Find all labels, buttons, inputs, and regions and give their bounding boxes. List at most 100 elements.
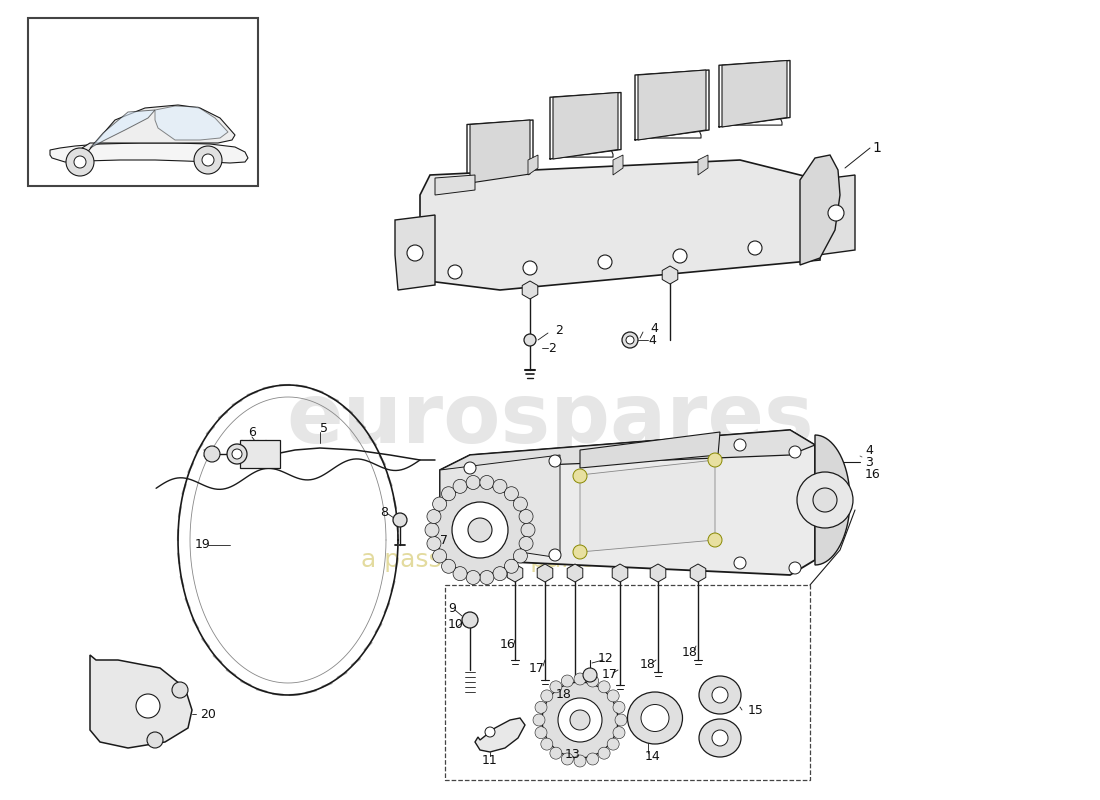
Circle shape [574, 673, 586, 685]
Circle shape [514, 497, 527, 511]
Circle shape [407, 245, 424, 261]
Circle shape [227, 444, 248, 464]
Circle shape [453, 479, 468, 494]
Text: 1: 1 [872, 141, 881, 155]
Circle shape [464, 542, 476, 554]
Circle shape [493, 566, 507, 581]
Text: eurospares: eurospares [286, 379, 814, 461]
Circle shape [798, 472, 852, 528]
Circle shape [550, 747, 562, 759]
Text: 7: 7 [440, 534, 448, 546]
Bar [28, 18, 258, 186]
Circle shape [448, 265, 462, 279]
Ellipse shape [698, 676, 741, 714]
Text: 20: 20 [200, 707, 216, 721]
Circle shape [712, 730, 728, 746]
Polygon shape [90, 110, 155, 148]
Circle shape [586, 753, 598, 765]
Circle shape [708, 533, 722, 547]
Circle shape [519, 537, 534, 550]
Circle shape [615, 714, 627, 726]
Circle shape [561, 675, 573, 687]
Circle shape [534, 714, 544, 726]
Circle shape [232, 449, 242, 459]
Circle shape [708, 453, 722, 467]
Circle shape [172, 682, 188, 698]
Text: 4: 4 [648, 334, 656, 346]
Circle shape [505, 559, 518, 574]
Circle shape [574, 755, 586, 767]
Circle shape [427, 510, 441, 523]
Circle shape [613, 726, 625, 738]
Text: 13: 13 [565, 749, 581, 762]
Text: 17: 17 [602, 669, 618, 682]
Circle shape [522, 261, 537, 275]
Circle shape [598, 681, 611, 693]
Circle shape [493, 479, 507, 494]
Circle shape [453, 566, 468, 581]
Circle shape [480, 570, 494, 585]
Text: 16: 16 [500, 638, 516, 651]
Circle shape [542, 682, 618, 758]
Circle shape [734, 557, 746, 569]
Circle shape [485, 727, 495, 737]
Polygon shape [395, 215, 434, 290]
Circle shape [452, 502, 508, 558]
Text: 9: 9 [448, 602, 455, 614]
Polygon shape [420, 160, 820, 290]
Circle shape [573, 545, 587, 559]
Text: 2: 2 [548, 342, 556, 354]
Circle shape [432, 497, 447, 511]
Polygon shape [240, 440, 280, 468]
Text: 4: 4 [865, 443, 873, 457]
Circle shape [535, 726, 547, 738]
Polygon shape [470, 120, 530, 183]
Polygon shape [580, 432, 720, 468]
Circle shape [550, 681, 562, 693]
Circle shape [434, 485, 525, 575]
Polygon shape [613, 155, 623, 175]
Polygon shape [698, 155, 708, 175]
Circle shape [712, 687, 728, 703]
Circle shape [541, 690, 553, 702]
Circle shape [549, 455, 561, 467]
Circle shape [464, 462, 476, 474]
Circle shape [202, 154, 215, 166]
Circle shape [583, 668, 597, 682]
Circle shape [626, 336, 634, 344]
Circle shape [586, 675, 598, 687]
Text: 6: 6 [248, 426, 256, 438]
Circle shape [789, 446, 801, 458]
Text: 8: 8 [379, 506, 388, 518]
Circle shape [535, 702, 547, 714]
Polygon shape [90, 655, 192, 748]
Text: 4: 4 [650, 322, 658, 334]
Circle shape [468, 518, 492, 542]
Circle shape [748, 241, 762, 255]
Circle shape [621, 332, 638, 348]
Circle shape [607, 690, 619, 702]
Circle shape [570, 710, 590, 730]
Polygon shape [475, 718, 525, 752]
Text: 3: 3 [865, 455, 873, 469]
Circle shape [480, 475, 494, 490]
Text: 17: 17 [529, 662, 544, 674]
Polygon shape [800, 155, 840, 265]
Polygon shape [440, 430, 815, 470]
Polygon shape [440, 430, 815, 575]
Circle shape [466, 570, 481, 585]
Circle shape [524, 334, 536, 346]
Polygon shape [638, 70, 706, 140]
Text: 10: 10 [448, 618, 464, 631]
Ellipse shape [698, 719, 741, 757]
Polygon shape [82, 105, 235, 155]
Circle shape [136, 694, 160, 718]
Circle shape [521, 523, 535, 537]
Circle shape [432, 549, 447, 563]
Circle shape [541, 738, 553, 750]
Polygon shape [722, 61, 786, 127]
Polygon shape [50, 143, 248, 163]
Text: 11: 11 [482, 754, 498, 766]
Circle shape [519, 510, 534, 523]
Circle shape [598, 255, 612, 269]
